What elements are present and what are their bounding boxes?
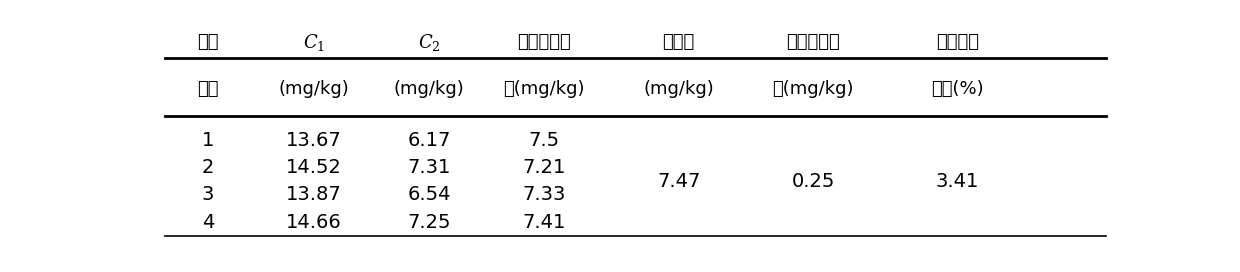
Text: 编号: 编号: [197, 80, 218, 98]
Text: 7.47: 7.47: [657, 172, 701, 191]
Text: 7.5: 7.5: [528, 131, 559, 150]
Text: (mg/kg): (mg/kg): [278, 80, 348, 98]
Text: 样品: 样品: [197, 33, 218, 51]
Text: 差(mg/kg): 差(mg/kg): [773, 80, 854, 98]
Text: 7.31: 7.31: [407, 158, 450, 177]
Text: 7.41: 7.41: [522, 213, 565, 232]
Text: 3: 3: [202, 186, 215, 205]
Text: 3.41: 3.41: [936, 172, 980, 191]
Text: 7.25: 7.25: [407, 213, 450, 232]
Text: 2: 2: [202, 158, 215, 177]
Text: (mg/kg): (mg/kg): [393, 80, 464, 98]
Text: 4: 4: [202, 213, 215, 232]
Text: 7.21: 7.21: [522, 158, 565, 177]
Text: 1: 1: [202, 131, 215, 150]
Text: 偏差(%): 偏差(%): [931, 80, 983, 98]
Text: 量(mg/kg): 量(mg/kg): [503, 80, 585, 98]
Text: 平均标准偏: 平均标准偏: [786, 33, 841, 51]
Text: $C_1$: $C_1$: [303, 32, 325, 52]
Text: 0.25: 0.25: [791, 172, 835, 191]
Text: 7.33: 7.33: [522, 186, 565, 205]
Text: 腐蚀性氯含: 腐蚀性氯含: [517, 33, 572, 51]
Text: $C_2$: $C_2$: [418, 32, 440, 52]
Text: (mg/kg): (mg/kg): [644, 80, 714, 98]
Text: 平均值: 平均值: [662, 33, 694, 51]
Text: 14.52: 14.52: [285, 158, 341, 177]
Text: 相对标准: 相对标准: [936, 33, 978, 51]
Text: 6.17: 6.17: [407, 131, 450, 150]
Text: 13.67: 13.67: [285, 131, 341, 150]
Text: 14.66: 14.66: [285, 213, 341, 232]
Text: 13.87: 13.87: [285, 186, 341, 205]
Text: 6.54: 6.54: [407, 186, 450, 205]
